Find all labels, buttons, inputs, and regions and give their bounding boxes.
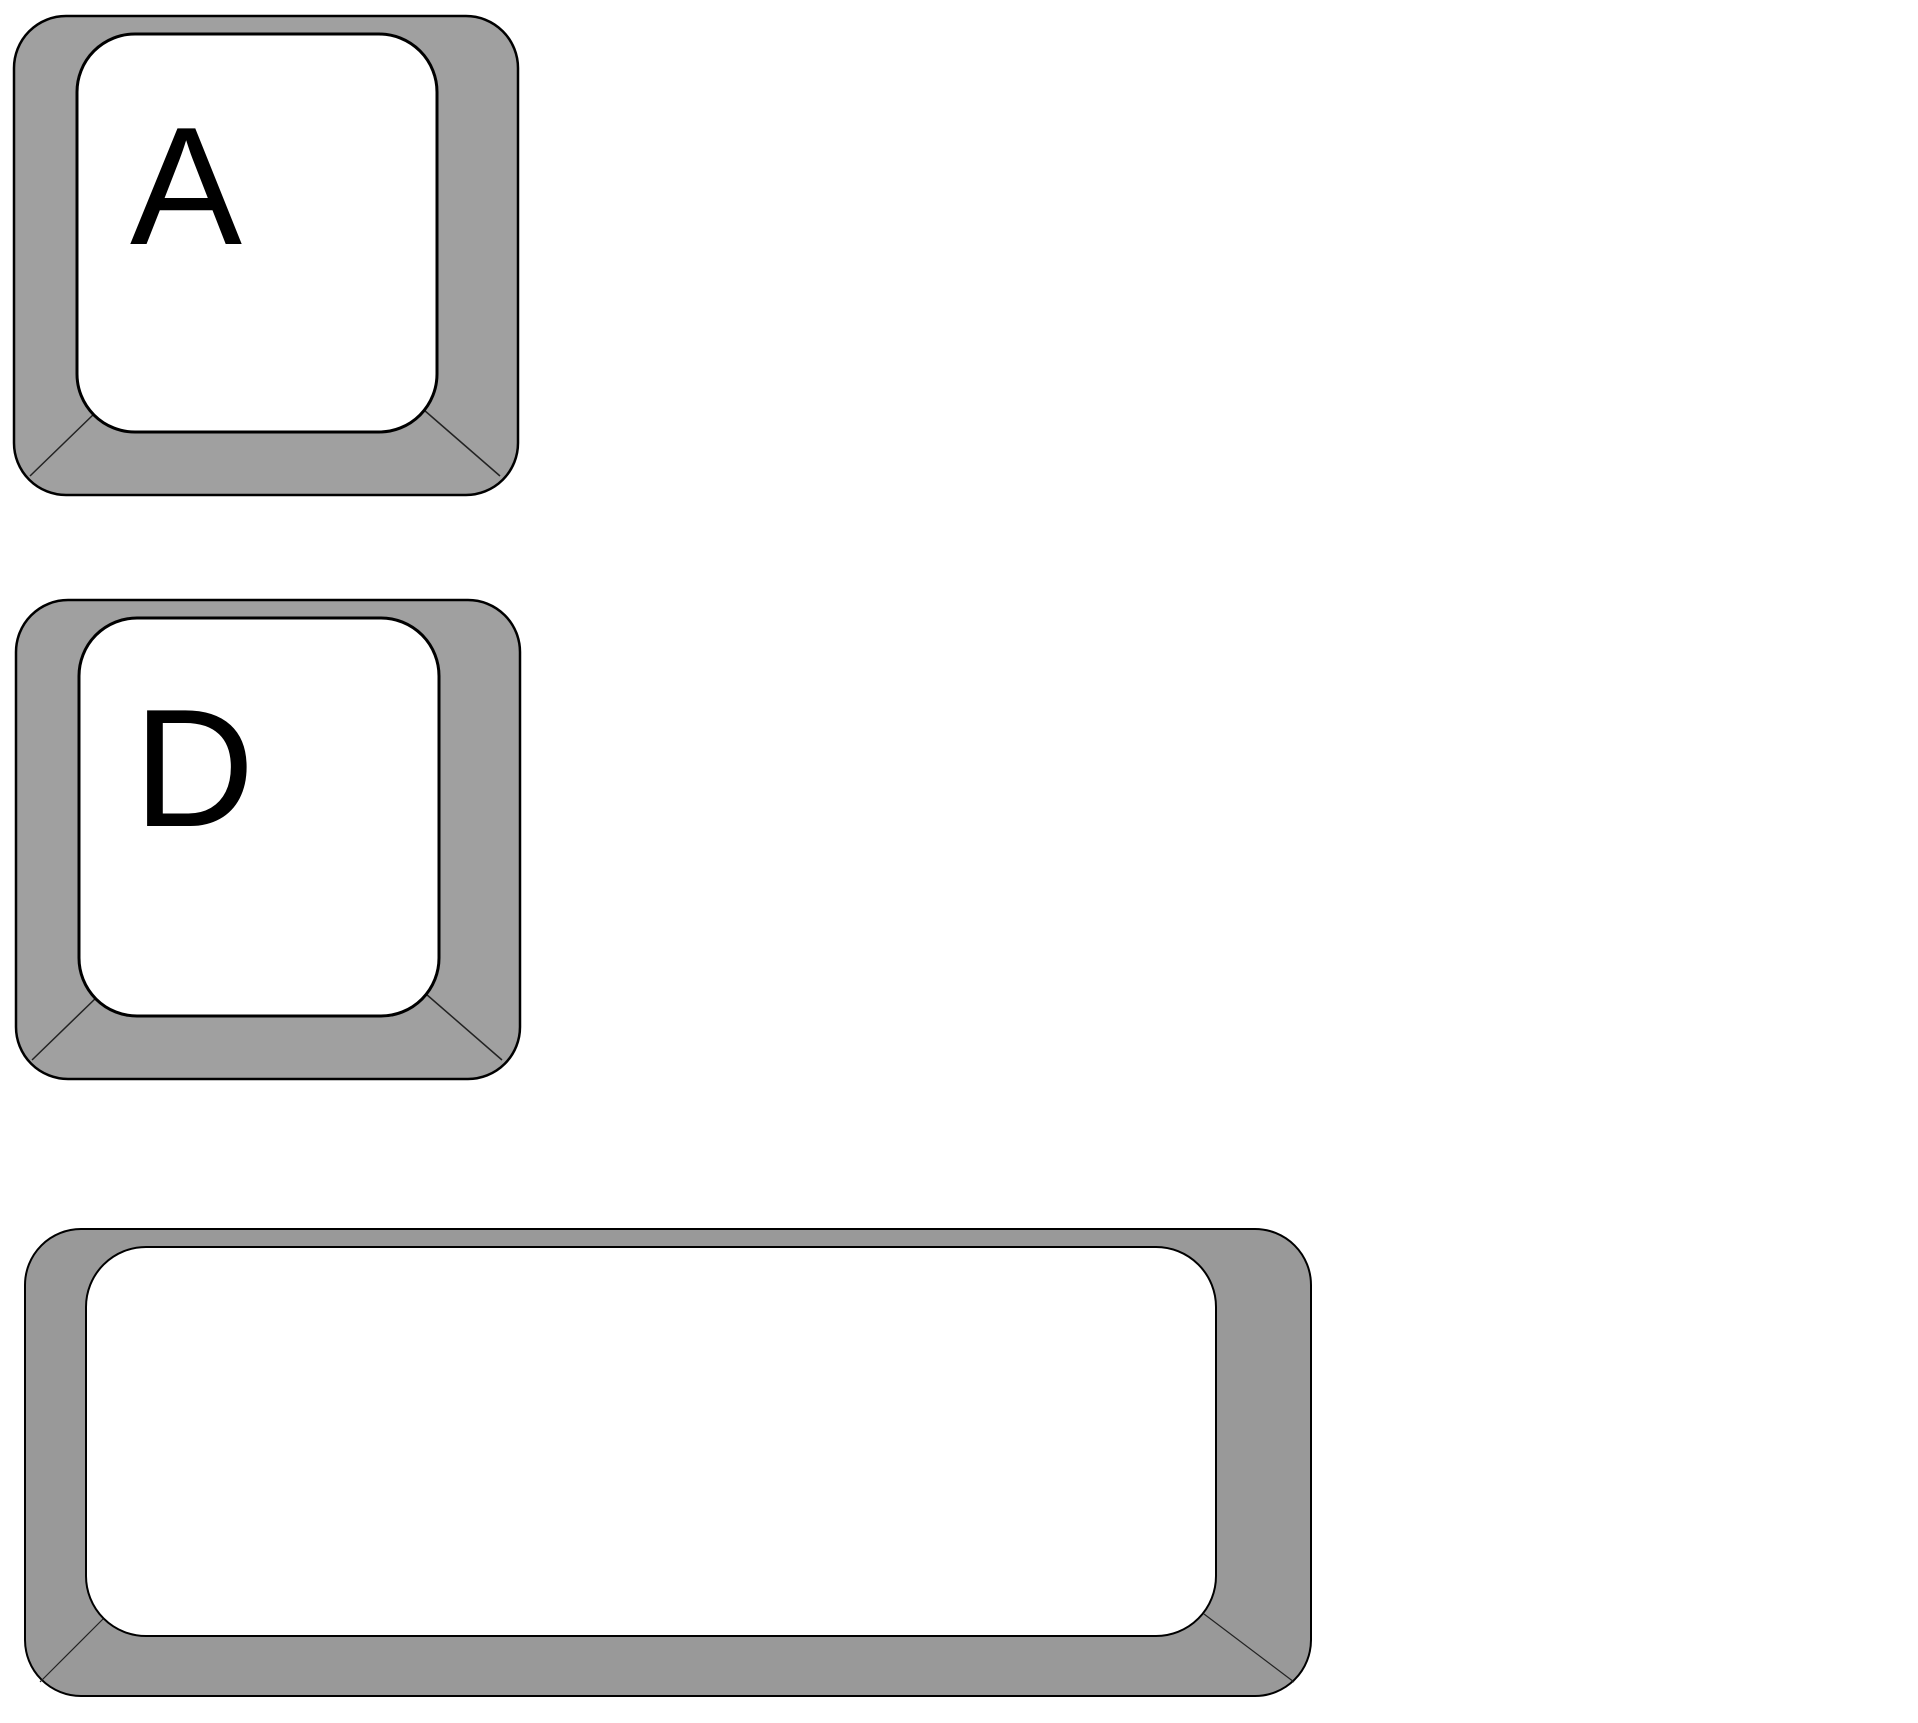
key-a[interactable]: A — [12, 14, 520, 497]
key-a-bevel-left — [29, 411, 97, 477]
key-a-top — [75, 32, 439, 434]
key-d-label: D — [133, 674, 254, 862]
key-d[interactable]: D — [14, 598, 522, 1081]
key-d-bevel-left — [31, 995, 99, 1061]
key-a-label: A — [130, 92, 242, 280]
key-blank-wide-bevel-left — [39, 1613, 109, 1683]
key-blank-wide-bevel-right — [1203, 1613, 1295, 1683]
key-d-bevel-right — [425, 993, 503, 1061]
key-d-top — [77, 616, 441, 1018]
key-blank-wide-top — [85, 1246, 1217, 1637]
key-blank-wide[interactable] — [24, 1228, 1312, 1697]
key-a-bevel-right — [423, 409, 501, 477]
